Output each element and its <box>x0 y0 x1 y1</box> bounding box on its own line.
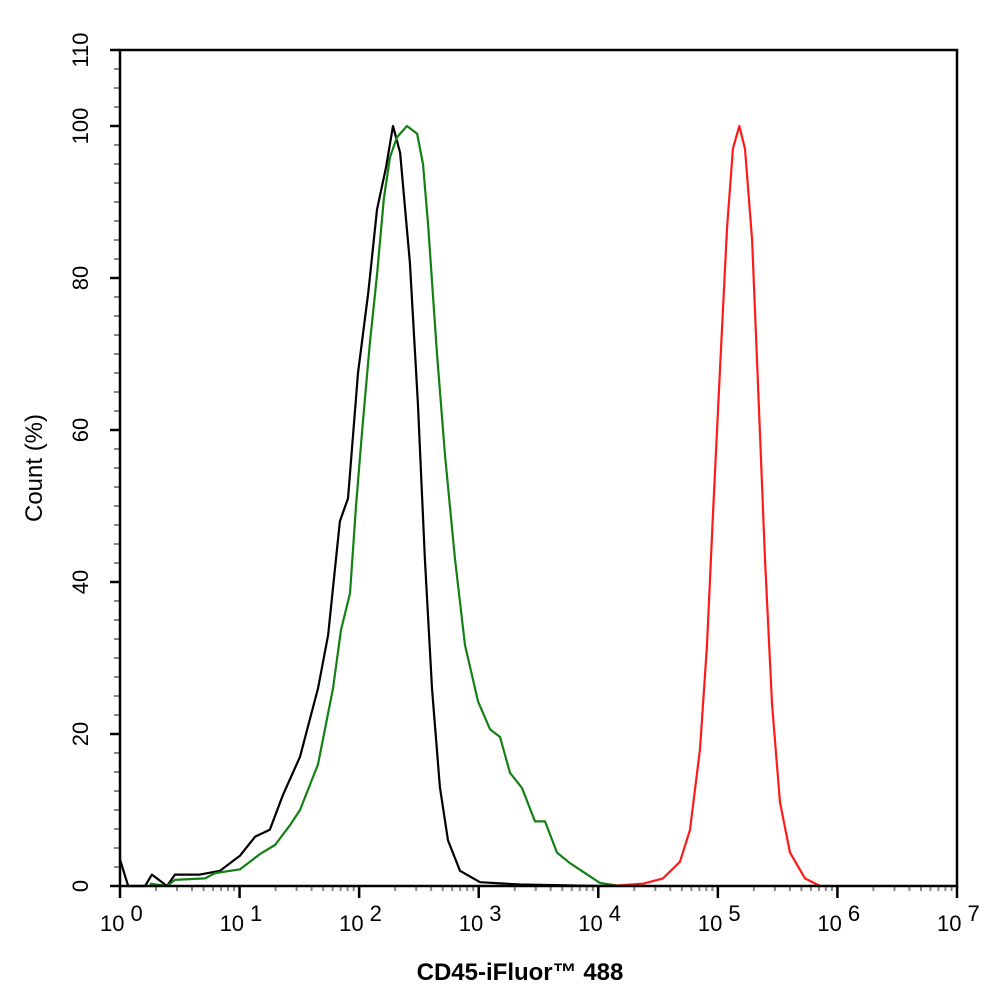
series-line-0 <box>118 124 601 888</box>
series-layer <box>118 124 821 888</box>
x-tick-label: 10 0 <box>100 901 143 936</box>
x-tick-label: 10 4 <box>578 901 621 936</box>
y-tick-label: 40 <box>68 570 93 594</box>
x-tick-labels: 10 0 10 1 10 2 10 3 10 4 10 5 10 6 10 7 <box>100 901 980 936</box>
x-tick-label: 10 1 <box>220 901 263 936</box>
y-tick-label: 80 <box>68 266 93 290</box>
y-tick-label: 110 <box>68 32 93 67</box>
plot-frame <box>118 48 959 888</box>
series-line-2 <box>609 124 821 888</box>
x-tick-label: 10 3 <box>459 901 502 936</box>
y-tick-labels: 0 20 40 60 80 100 110 <box>68 32 93 892</box>
major-ticks <box>110 48 959 898</box>
x-tick-label: 10 5 <box>698 901 741 936</box>
x-tick-label: 10 2 <box>339 901 382 936</box>
minor-ticks <box>114 49 953 891</box>
y-tick-label: 20 <box>68 722 93 746</box>
y-axis-title: Count (%) <box>21 414 48 522</box>
y-tick-label: 100 <box>68 108 93 145</box>
y-tick-label: 0 <box>68 880 93 892</box>
series-line-1 <box>149 124 621 888</box>
x-tick-label: 10 7 <box>937 901 980 936</box>
x-axis-title: CD45-iFluor™ 488 <box>417 959 624 986</box>
y-tick-label: 60 <box>68 418 93 442</box>
x-tick-label: 10 6 <box>817 901 860 936</box>
